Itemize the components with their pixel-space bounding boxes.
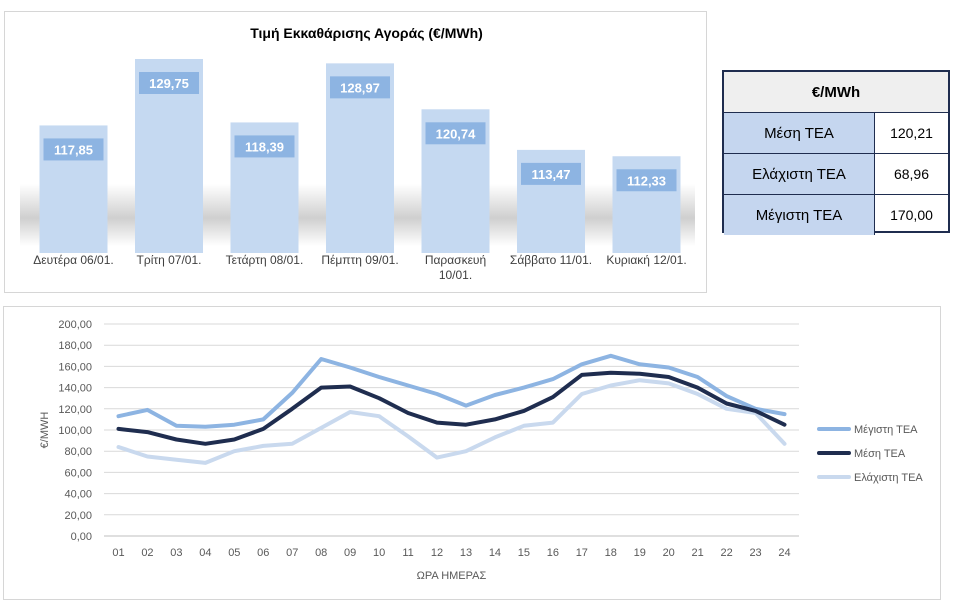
x-tick-label: 17 [576, 547, 588, 559]
x-tick-label: 20 [663, 547, 675, 559]
x-tick-label: 05 [228, 547, 240, 559]
bar-label-box-6 [521, 162, 581, 185]
x-tick-label: 24 [778, 547, 790, 559]
x-tick-label: 10 [373, 547, 385, 559]
x-tick-label: 16 [547, 547, 559, 559]
y-tick-label: 180,00 [58, 340, 92, 352]
bar-label-box-4 [330, 76, 390, 99]
bar-category-label-6: Σάββατο 11/01. [510, 253, 592, 267]
bar-chart-panel: 117,85 Δευτέρα 06/01. 129,75 Τρίτη 07/01. 11… [4, 11, 707, 293]
bar-label-box-7 [616, 169, 677, 192]
bar-data-label-6: 113,47 [531, 167, 570, 182]
bar-chart: 117,85 Δευτέρα 06/01. 129,75 Τρίτη 07/01. 11… [20, 59, 695, 282]
bar-data-label-7: 112,33 [627, 173, 666, 188]
x-tick-label: 02 [141, 547, 153, 559]
legend-label-1: Μέγιστη ΤΕΑ [854, 424, 918, 436]
x-tick-label: 01 [112, 547, 124, 559]
x-tick-label: 09 [344, 547, 356, 559]
x-tick-label: 13 [460, 547, 472, 559]
y-tick-label: 20,00 [64, 510, 92, 522]
y-tick-label: 40,00 [64, 489, 92, 501]
bar-data-label-5: 120,74 [436, 126, 477, 141]
y-tick-label: 60,00 [64, 467, 92, 479]
stats-label-mean: Μέση ΤΕΑ [724, 113, 875, 153]
bar-data-label-2: 129,75 [149, 76, 189, 91]
bar-chart-title: Τιμή Εκκαθάρισης Αγοράς (€/MWh) [228, 18, 505, 48]
x-tick-label: 04 [199, 547, 211, 559]
bar-category-label-3: Τετάρτη 08/01. [226, 253, 304, 267]
stats-label-max: Μέγιστη ΤΕΑ [724, 195, 875, 235]
series-line-2 [116, 370, 787, 446]
x-tick-label: 07 [286, 547, 298, 559]
stats-value-min: 68,96 [893, 166, 930, 182]
x-tick-label: 19 [634, 547, 646, 559]
y-tick-label: 0,00 [71, 531, 92, 543]
stats-value-max: 170,00 [890, 207, 933, 223]
y-axis-title: €/MWH [39, 412, 51, 449]
y-tick-label: 100,00 [58, 425, 92, 437]
price-stats-table: €/MWh Μέση ΤΕΑ 120,21 Ελάχιστη ΤΕΑ 68,96… [722, 70, 950, 235]
stats-label-min: Ελάχιστη ΤΕΑ [724, 154, 875, 194]
bar-label-box-1 [43, 138, 104, 161]
x-tick-label: 15 [518, 547, 530, 559]
bar-data-label-4: 128,97 [340, 80, 380, 95]
series-line-3 [116, 378, 787, 465]
bar-category-label-1: Δευτέρα 06/01. [33, 253, 113, 267]
y-tick-label: 140,00 [58, 383, 92, 395]
bar-data-label-3: 118,39 [245, 139, 284, 154]
x-tick-label: 06 [257, 547, 269, 559]
line-chart-panel: 0,00 20,00 40,00 60,00 80,00 100,00 120,00 140,… [3, 306, 941, 600]
legend-label-3: Ελάχιστη ΤΕΑ [854, 472, 923, 484]
x-tick-label: 14 [489, 547, 501, 559]
x-tick-label: 23 [749, 547, 761, 559]
legend-label-2: Μέση ΤΕΑ [854, 448, 906, 460]
line-chart-gridlines [104, 323, 799, 537]
x-tick-label: 18 [605, 547, 617, 559]
bar-category-label-2: Τρίτη 07/01. [137, 253, 202, 267]
x-tick-label: 21 [692, 547, 704, 559]
bar-category-label-4: Πέμπτη 09/01. [321, 253, 398, 267]
series-line-1 [116, 353, 787, 429]
bar-data-label-1: 117,85 [54, 142, 93, 157]
stats-row-min: Ελάχιστη ΤΕΑ 68,96 [724, 154, 948, 195]
x-tick-label: 03 [170, 547, 182, 559]
bar-category-label-7: Κυριακή 12/01. [606, 253, 686, 267]
bar-label-box-5 [425, 122, 486, 145]
bar-category-label-5: Παρασκευή 10/01. [425, 253, 486, 282]
y-tick-label: 80,00 [64, 446, 92, 458]
y-tick-label: 160,00 [58, 361, 92, 373]
stats-row-mean: Μέση ΤΕΑ 120,21 [724, 113, 948, 154]
x-tick-label: 11 [402, 547, 413, 559]
y-tick-label: 120,00 [58, 404, 92, 416]
stats-row-max: Μέγιστη ΤΕΑ 170,00 [724, 195, 948, 235]
x-tick-label: 12 [431, 547, 443, 559]
stats-value-mean: 120,21 [890, 125, 933, 141]
x-tick-label: 08 [315, 547, 327, 559]
bar-label-box-3 [234, 135, 295, 158]
x-tick-label: 22 [720, 547, 732, 559]
price-stats-header: €/MWh [724, 72, 948, 113]
y-tick-label: 200,00 [58, 319, 92, 331]
x-axis-title: ΩΡΑ ΗΜΕΡΑΣ [417, 570, 487, 582]
bar-label-box-2 [139, 72, 199, 94]
hourly-price-line-chart: 0,00 20,00 40,00 60,00 80,00 100,00 120,00 140,… [39, 319, 923, 582]
